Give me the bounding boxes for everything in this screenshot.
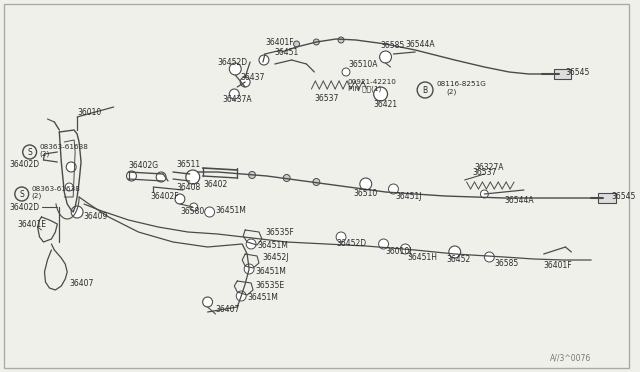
Text: 36451M: 36451M bbox=[216, 205, 246, 215]
Circle shape bbox=[190, 203, 198, 211]
Circle shape bbox=[229, 63, 241, 75]
Text: 36401E: 36401E bbox=[18, 219, 47, 228]
Text: 36401F: 36401F bbox=[544, 262, 572, 270]
Circle shape bbox=[484, 252, 494, 262]
Text: 36537: 36537 bbox=[472, 167, 497, 176]
Circle shape bbox=[127, 171, 136, 181]
Text: 36545: 36545 bbox=[611, 192, 636, 201]
Text: 36402: 36402 bbox=[204, 180, 228, 189]
Circle shape bbox=[205, 207, 214, 217]
Text: 36452D: 36452D bbox=[218, 58, 248, 67]
Text: 36409: 36409 bbox=[83, 212, 108, 221]
Circle shape bbox=[379, 239, 388, 249]
Text: S: S bbox=[28, 148, 32, 157]
Text: 36585: 36585 bbox=[494, 260, 518, 269]
Text: 36408: 36408 bbox=[176, 183, 200, 192]
Text: 36580: 36580 bbox=[180, 206, 204, 215]
Circle shape bbox=[248, 171, 255, 179]
Circle shape bbox=[294, 41, 300, 47]
Text: 36451: 36451 bbox=[275, 48, 299, 57]
Circle shape bbox=[186, 170, 200, 184]
Circle shape bbox=[244, 264, 254, 274]
Text: 36535F: 36535F bbox=[265, 228, 294, 237]
Text: 36510: 36510 bbox=[354, 189, 378, 198]
Bar bbox=[554, 69, 572, 79]
Circle shape bbox=[338, 37, 344, 43]
Circle shape bbox=[336, 232, 346, 242]
Text: 36451H: 36451H bbox=[407, 253, 437, 262]
Text: 36407: 36407 bbox=[69, 279, 93, 289]
Circle shape bbox=[342, 68, 350, 76]
Text: 36402F: 36402F bbox=[150, 192, 179, 201]
Text: 36451M: 36451M bbox=[247, 294, 278, 302]
Circle shape bbox=[313, 179, 320, 186]
Text: 36437: 36437 bbox=[240, 73, 264, 81]
Text: 36451M: 36451M bbox=[255, 266, 286, 276]
Circle shape bbox=[380, 51, 392, 63]
Circle shape bbox=[175, 194, 185, 204]
Text: 36452J: 36452J bbox=[262, 253, 289, 263]
Text: 36402D: 36402D bbox=[10, 202, 40, 212]
Text: A//3^0076: A//3^0076 bbox=[550, 353, 591, 362]
Text: 36544A: 36544A bbox=[405, 39, 435, 48]
Circle shape bbox=[240, 77, 250, 87]
Text: 36545: 36545 bbox=[566, 67, 590, 77]
Circle shape bbox=[481, 190, 488, 198]
Text: (2): (2) bbox=[447, 89, 457, 95]
Text: 36585: 36585 bbox=[381, 41, 405, 49]
Circle shape bbox=[374, 87, 387, 101]
Circle shape bbox=[259, 55, 269, 65]
Text: 36511: 36511 bbox=[176, 160, 200, 169]
Circle shape bbox=[66, 162, 76, 172]
Text: 36537: 36537 bbox=[314, 93, 339, 103]
Text: 08116-8251G: 08116-8251G bbox=[437, 81, 487, 87]
Text: PIN ピン(1): PIN ピン(1) bbox=[348, 86, 381, 92]
Text: 36010: 36010 bbox=[77, 108, 101, 116]
Text: 36544A: 36544A bbox=[504, 196, 534, 205]
Text: 36421: 36421 bbox=[374, 99, 398, 109]
Circle shape bbox=[156, 172, 166, 182]
Text: 36452: 36452 bbox=[447, 256, 471, 264]
Bar bbox=[598, 193, 616, 203]
Circle shape bbox=[71, 206, 83, 218]
Text: 36451M: 36451M bbox=[257, 241, 288, 250]
Text: 36327A: 36327A bbox=[474, 163, 504, 171]
Text: 36510A: 36510A bbox=[348, 60, 378, 68]
Text: 36402G: 36402G bbox=[129, 160, 159, 170]
Circle shape bbox=[229, 89, 239, 99]
Circle shape bbox=[401, 244, 410, 254]
Circle shape bbox=[236, 291, 246, 301]
Text: 36010J: 36010J bbox=[385, 247, 412, 257]
Text: 36451J: 36451J bbox=[396, 192, 422, 201]
Text: 36407: 36407 bbox=[216, 305, 240, 314]
Text: 36452D: 36452D bbox=[336, 240, 366, 248]
Text: 36437A: 36437A bbox=[223, 94, 252, 103]
Text: 36402D: 36402D bbox=[10, 160, 40, 169]
Text: 08363-61638: 08363-61638 bbox=[40, 144, 88, 150]
Circle shape bbox=[246, 239, 256, 249]
Text: 36401F: 36401F bbox=[265, 38, 294, 46]
Circle shape bbox=[284, 174, 290, 182]
Circle shape bbox=[65, 183, 73, 191]
Circle shape bbox=[203, 297, 212, 307]
Text: (2): (2) bbox=[31, 193, 42, 199]
Circle shape bbox=[360, 178, 372, 190]
Text: 08363-61638: 08363-61638 bbox=[31, 186, 81, 192]
Text: B: B bbox=[422, 86, 428, 94]
Circle shape bbox=[314, 39, 319, 45]
Text: (2): (2) bbox=[40, 151, 50, 157]
Text: 36535E: 36535E bbox=[255, 280, 284, 289]
Circle shape bbox=[388, 184, 398, 194]
Text: S: S bbox=[19, 189, 24, 199]
Text: 00921-42210: 00921-42210 bbox=[348, 79, 397, 85]
Circle shape bbox=[449, 246, 461, 258]
